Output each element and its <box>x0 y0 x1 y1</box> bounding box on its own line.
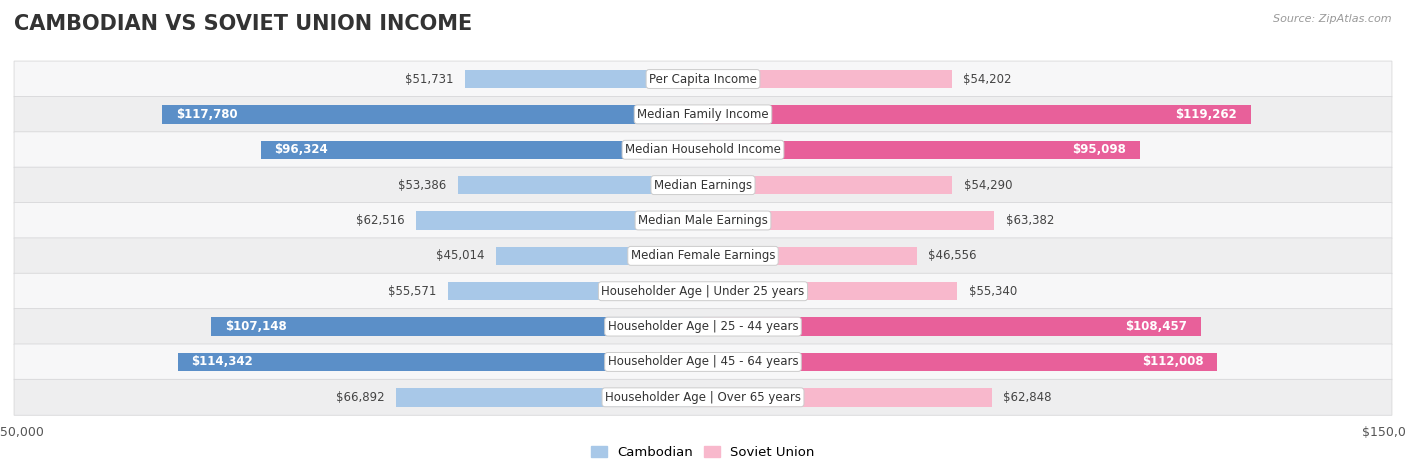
Text: Median Family Income: Median Family Income <box>637 108 769 121</box>
Text: $54,202: $54,202 <box>963 72 1012 85</box>
Bar <box>447 282 703 300</box>
Bar <box>703 211 994 230</box>
Text: Householder Age | 45 - 64 years: Householder Age | 45 - 64 years <box>607 355 799 368</box>
Text: Source: ZipAtlas.com: Source: ZipAtlas.com <box>1274 14 1392 24</box>
Text: Householder Age | 25 - 44 years: Householder Age | 25 - 44 years <box>607 320 799 333</box>
Text: $108,457: $108,457 <box>1125 320 1187 333</box>
FancyBboxPatch shape <box>14 132 1392 168</box>
Bar <box>416 211 703 230</box>
FancyBboxPatch shape <box>14 167 1392 203</box>
Bar <box>703 105 1251 124</box>
Bar <box>211 318 703 336</box>
Text: $96,324: $96,324 <box>274 143 328 156</box>
Bar <box>703 176 952 194</box>
Text: $53,386: $53,386 <box>398 178 446 191</box>
Bar <box>703 353 1218 371</box>
Text: $46,556: $46,556 <box>928 249 977 262</box>
FancyBboxPatch shape <box>14 238 1392 274</box>
Legend: Cambodian, Soviet Union: Cambodian, Soviet Union <box>586 441 820 465</box>
FancyBboxPatch shape <box>14 379 1392 415</box>
Text: $119,262: $119,262 <box>1175 108 1237 121</box>
Text: $107,148: $107,148 <box>225 320 287 333</box>
Text: $55,340: $55,340 <box>969 285 1017 298</box>
Text: $54,290: $54,290 <box>965 178 1012 191</box>
Bar <box>395 388 703 406</box>
Text: Median Earnings: Median Earnings <box>654 178 752 191</box>
FancyBboxPatch shape <box>14 61 1392 97</box>
Bar <box>260 141 703 159</box>
Text: $95,098: $95,098 <box>1073 143 1126 156</box>
Text: Median Female Earnings: Median Female Earnings <box>631 249 775 262</box>
Bar <box>703 247 917 265</box>
Text: $62,516: $62,516 <box>356 214 405 227</box>
Text: $117,780: $117,780 <box>176 108 238 121</box>
Text: CAMBODIAN VS SOVIET UNION INCOME: CAMBODIAN VS SOVIET UNION INCOME <box>14 14 472 34</box>
Bar <box>465 70 703 88</box>
Bar <box>703 318 1201 336</box>
Text: $55,571: $55,571 <box>388 285 436 298</box>
Text: $62,848: $62,848 <box>1002 391 1052 404</box>
Text: $45,014: $45,014 <box>436 249 485 262</box>
FancyBboxPatch shape <box>14 309 1392 345</box>
Bar <box>703 141 1140 159</box>
Text: Householder Age | Under 25 years: Householder Age | Under 25 years <box>602 285 804 298</box>
Text: Median Male Earnings: Median Male Earnings <box>638 214 768 227</box>
Text: $114,342: $114,342 <box>191 355 253 368</box>
Bar <box>703 282 957 300</box>
Bar <box>496 247 703 265</box>
Bar <box>177 353 703 371</box>
Text: $51,731: $51,731 <box>405 72 454 85</box>
Text: $66,892: $66,892 <box>336 391 384 404</box>
Text: Householder Age | Over 65 years: Householder Age | Over 65 years <box>605 391 801 404</box>
FancyBboxPatch shape <box>14 273 1392 309</box>
Bar <box>458 176 703 194</box>
Text: Median Household Income: Median Household Income <box>626 143 780 156</box>
Bar <box>703 388 991 406</box>
FancyBboxPatch shape <box>14 96 1392 132</box>
Text: Per Capita Income: Per Capita Income <box>650 72 756 85</box>
Bar <box>162 105 703 124</box>
Text: $112,008: $112,008 <box>1142 355 1204 368</box>
FancyBboxPatch shape <box>14 344 1392 380</box>
Bar <box>703 70 952 88</box>
FancyBboxPatch shape <box>14 203 1392 239</box>
Text: $63,382: $63,382 <box>1005 214 1054 227</box>
